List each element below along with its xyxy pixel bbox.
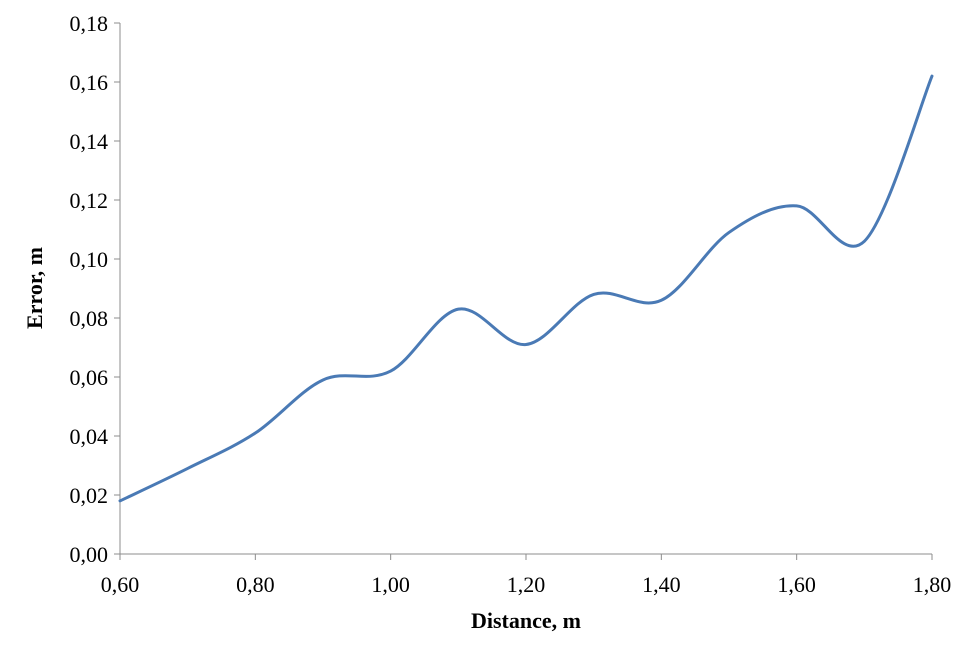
y-tick-label: 0,12: [70, 188, 109, 213]
y-tick-label: 0,14: [70, 129, 109, 154]
y-tick-label: 0,02: [70, 483, 109, 508]
y-tick-label: 0,04: [70, 424, 109, 449]
y-tick-label: 0,08: [70, 306, 109, 331]
y-tick-label: 0,10: [70, 247, 109, 272]
y-tick-label: 0,16: [70, 70, 109, 95]
x-axis: 0,60 0,80 1,00 1,20 1,40 1,60 1,80: [101, 553, 952, 597]
x-tick-label: 1,40: [642, 572, 681, 597]
x-tick-label: 1,80: [913, 572, 952, 597]
y-axis: 0,00 0,02 0,04 0,06 0,08 0,10 0,12 0,14 0,16 0,18: [70, 11, 121, 567]
y-axis-title: Error, m: [22, 247, 47, 329]
series-line: [118, 74, 934, 503]
y-tick-label: 0,18: [70, 11, 109, 36]
x-tick-label: 1,20: [507, 572, 546, 597]
x-tick-label: 1,60: [777, 572, 816, 597]
x-tick-label: 0,80: [236, 572, 275, 597]
y-tick-label: 0,06: [70, 365, 109, 390]
plot-series: [118, 74, 934, 503]
y-tick-label: 0,00: [70, 542, 109, 567]
x-tick-label: 0,60: [101, 572, 140, 597]
x-tick-label: 1,00: [371, 572, 410, 597]
x-axis-title: Distance, m: [471, 608, 581, 633]
